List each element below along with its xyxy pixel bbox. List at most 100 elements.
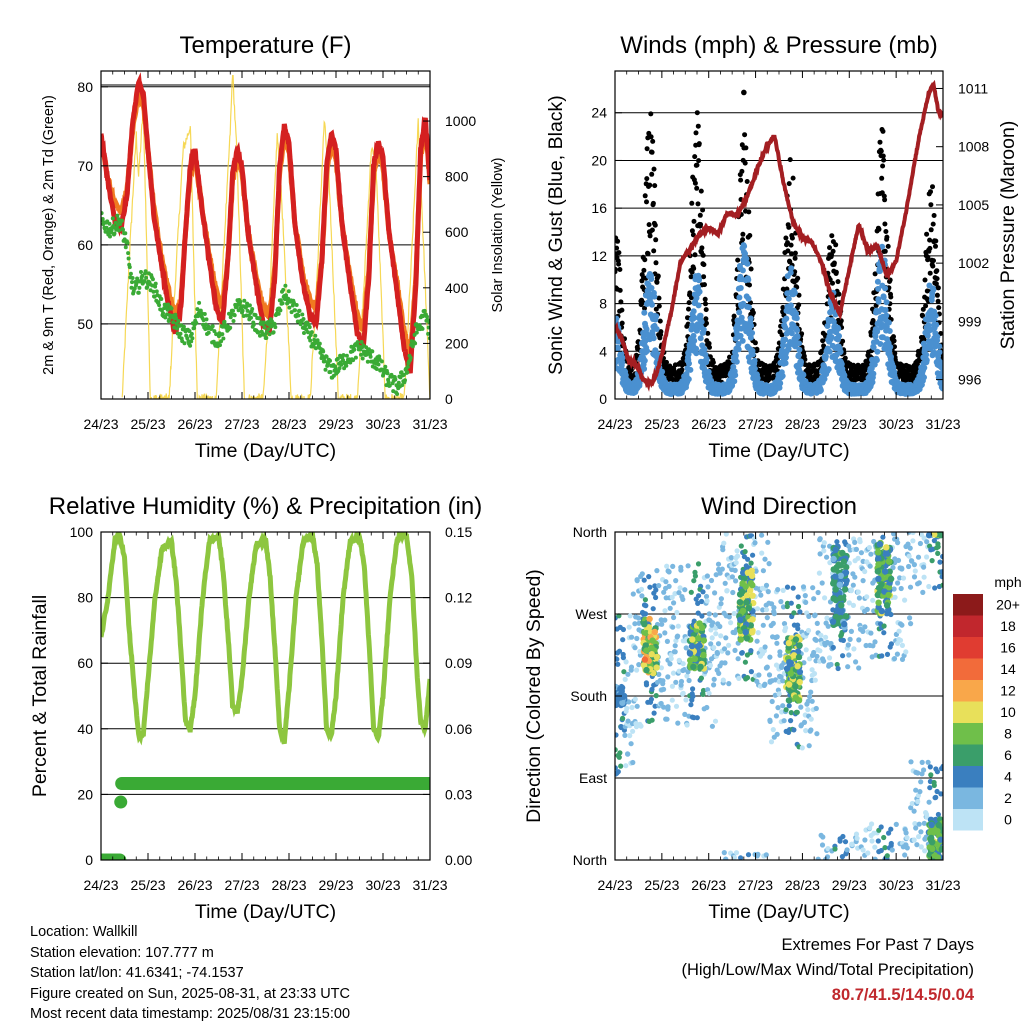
direction-point	[778, 599, 783, 604]
direction-point	[743, 629, 749, 635]
direction-point	[815, 621, 820, 626]
direction-point	[868, 564, 873, 569]
wind-point	[736, 295, 742, 301]
wind-point	[794, 315, 800, 321]
gust-point	[689, 201, 694, 206]
y-tick-label: 60	[77, 237, 93, 253]
direction-point	[662, 608, 667, 613]
direction-point	[879, 608, 885, 614]
direction-point	[791, 727, 796, 732]
y-tick-label: 12	[591, 248, 607, 264]
wind-point	[699, 319, 705, 325]
direction-point	[678, 568, 683, 573]
dewpoint-point	[233, 313, 237, 317]
direction-point	[881, 630, 886, 635]
direction-point	[807, 743, 812, 748]
gust-point	[697, 141, 702, 146]
direction-point	[623, 677, 628, 682]
gust-point	[935, 293, 940, 298]
dewpoint-point	[248, 303, 252, 307]
wind-point	[786, 346, 792, 352]
direction-point	[726, 681, 731, 686]
y-right-tick-label: 1011	[958, 80, 988, 96]
direction-point	[765, 540, 770, 545]
direction-point	[886, 558, 892, 564]
direction-point	[839, 550, 845, 556]
wind-point	[883, 313, 889, 319]
direction-point	[700, 692, 705, 697]
gust-point	[787, 181, 792, 186]
direction-point	[798, 705, 803, 710]
direction-point	[628, 613, 633, 618]
direction-point	[801, 584, 806, 589]
dewpoint-point	[423, 309, 427, 313]
gust-point	[747, 233, 752, 238]
direction-point	[749, 593, 755, 599]
direction-point	[795, 626, 800, 631]
x-tick-label: 30/23	[365, 877, 400, 893]
dewpoint-point	[124, 245, 128, 249]
direction-point	[718, 633, 723, 638]
dewpoint-point	[190, 336, 194, 340]
direction-point	[920, 590, 925, 595]
dewpoint-point	[342, 353, 346, 357]
direction-point	[759, 533, 764, 538]
direction-point	[716, 562, 721, 567]
direction-point	[695, 635, 701, 641]
direction-point	[608, 700, 614, 706]
direction-point	[774, 641, 779, 646]
series-layer	[95, 534, 431, 867]
direction-point	[732, 648, 737, 653]
gust-point	[837, 292, 842, 297]
gust-point	[934, 268, 939, 273]
direction-point	[721, 541, 726, 546]
gust-point	[642, 257, 647, 262]
direction-point	[775, 634, 780, 639]
direction-point	[646, 574, 651, 579]
dewpoint-point	[207, 331, 211, 335]
wind-point	[937, 349, 943, 355]
direction-point	[860, 629, 865, 634]
direction-point	[788, 718, 793, 723]
direction-point	[617, 755, 622, 760]
wind-point	[921, 374, 927, 380]
direction-point	[928, 764, 933, 769]
direction-point	[729, 555, 734, 560]
dewpoint-point	[179, 332, 183, 336]
direction-point	[898, 638, 903, 643]
series-layer	[612, 85, 946, 397]
gust-point	[882, 222, 887, 227]
direction-point	[675, 634, 680, 639]
direction-point	[821, 548, 826, 553]
chart-panel-3: Relative Humidity (%) & Precipitation (i…	[29, 493, 482, 923]
dewpoint-point	[176, 319, 180, 323]
direction-point	[836, 666, 841, 671]
direction-point	[696, 561, 701, 566]
wind-point	[746, 296, 752, 302]
gust-point	[686, 307, 691, 312]
direction-point	[618, 764, 623, 769]
y-right-tick-label: 0.15	[445, 524, 472, 540]
gust-point	[644, 199, 649, 204]
direction-point	[927, 800, 932, 805]
direction-point	[629, 635, 634, 640]
direction-point	[822, 540, 827, 545]
dewpoint-point	[127, 257, 131, 261]
direction-point	[748, 648, 753, 653]
gust-point	[933, 239, 938, 244]
direction-point	[912, 574, 917, 579]
direction-point	[639, 587, 644, 592]
dewpoint-point	[369, 355, 373, 359]
direction-point	[933, 795, 938, 800]
dewpoint-point	[380, 359, 384, 363]
direction-point	[820, 842, 825, 847]
wind-point	[620, 355, 626, 361]
wind-point	[777, 380, 783, 386]
direction-point	[840, 834, 845, 839]
gust-point	[923, 278, 928, 283]
series-layer	[99, 76, 432, 405]
direction-point	[828, 662, 833, 667]
direction-point	[910, 538, 915, 543]
direction-point	[796, 642, 802, 648]
gust-point	[732, 314, 737, 319]
